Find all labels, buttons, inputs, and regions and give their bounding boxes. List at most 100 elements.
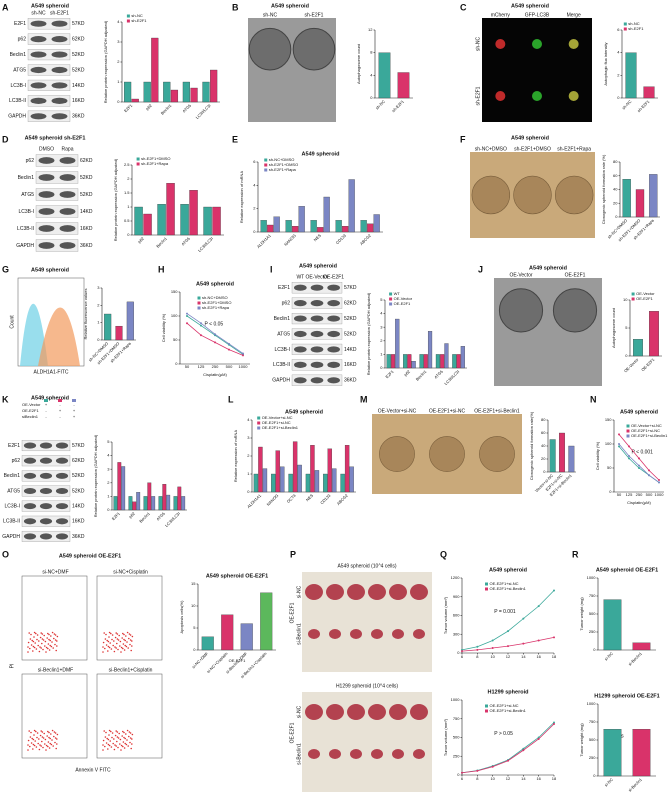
y-tick-label: 60 (541, 430, 546, 435)
histogram (38, 307, 80, 366)
tumor (410, 704, 428, 720)
size-label: 52KD (72, 67, 85, 73)
protein-label: p62 (18, 36, 27, 42)
panel-letter: N (590, 394, 597, 404)
panel-letter: B (232, 2, 239, 12)
x-tick-label: p62 (128, 510, 137, 519)
column-label: sh-NC (31, 10, 46, 16)
image-x-label: ALDH1A1-FITC (33, 369, 68, 375)
point (461, 650, 463, 653)
protein-label: ATG5 (7, 488, 20, 494)
flow-dot (122, 741, 125, 743)
panel-title: A549 spheroid (31, 267, 69, 273)
bar (452, 354, 457, 369)
flow-dot (129, 643, 131, 646)
tumor-photo (302, 692, 432, 792)
blot-band (294, 377, 307, 384)
bar (240, 623, 253, 651)
flow-dot (113, 650, 116, 653)
size-label: 57KD (72, 443, 85, 449)
bar (460, 346, 465, 369)
tumor (371, 629, 383, 639)
y-tick-label: 600 (453, 613, 460, 618)
legend-swatch (485, 587, 488, 591)
bar (332, 468, 337, 493)
flow-dot (34, 740, 36, 742)
y-tick-label: 1.5 (124, 190, 130, 195)
point (537, 605, 540, 608)
flow-dot (51, 729, 54, 732)
flow-dot (114, 636, 117, 639)
legend-swatch (44, 399, 48, 402)
protein-label: Beclin1 (10, 52, 27, 58)
y-tick-label: 250 (453, 753, 460, 758)
blot-band (294, 361, 307, 368)
point (200, 324, 202, 327)
flow-dot (48, 736, 50, 739)
flow-dot (103, 730, 105, 732)
flow-dot (110, 746, 113, 748)
y-tick-label: 50 (607, 465, 612, 470)
legend-label: sh-E2F1+DMSO (269, 162, 298, 167)
y-tick-label: 250 (589, 755, 596, 760)
size-label: 52KD (80, 175, 93, 181)
point (628, 445, 630, 448)
legend-label: OE-E2F1+si-Beclin1 (262, 425, 299, 430)
bar (411, 361, 416, 369)
line (461, 722, 555, 774)
y-axis-label: Cell viability (%) (161, 313, 166, 342)
panel-title: A549 spheroid (511, 135, 549, 141)
y-tick-label: 20 (541, 456, 546, 461)
blot-band (23, 518, 37, 525)
tumor (305, 704, 323, 720)
point (638, 457, 640, 460)
point (461, 771, 463, 774)
size-label: 14KD (80, 209, 93, 215)
bar (280, 466, 285, 493)
y-tick-label: 2 (117, 59, 120, 64)
point (242, 352, 244, 355)
flow-dot (54, 634, 57, 636)
flow-dot (32, 748, 34, 750)
image-y-label: Count (9, 315, 15, 329)
x-tick-label: NES (313, 233, 323, 243)
size-label: 16KD (72, 98, 85, 104)
y-tick-label: 300 (453, 631, 460, 636)
legend-swatch (197, 301, 201, 305)
legend-swatch (257, 426, 261, 430)
y-tick-label: 3 (380, 324, 383, 329)
flow-dot (32, 743, 35, 746)
legend-swatch (485, 582, 488, 586)
x-tick-label: 250 (636, 492, 643, 497)
row-label: si-NC (296, 705, 302, 718)
bar (147, 482, 152, 511)
annotation: P > 0.05 (494, 731, 513, 737)
protein-label: LC3B-I (18, 209, 34, 215)
point (507, 759, 509, 762)
y-tick-label: 20 (613, 200, 618, 205)
flow-dot (27, 739, 30, 742)
flow-dot (49, 742, 51, 745)
y-tick-label: 0 (625, 353, 628, 358)
flow-dot (122, 730, 124, 733)
blot-band (30, 51, 47, 58)
chart-title: A549 spheroid (285, 409, 323, 415)
blot-band (39, 518, 53, 525)
flow-dot (36, 638, 38, 641)
y-axis-label: Relative protein expression (GAPDH adjus… (113, 158, 118, 241)
y-tick-label: 3 (97, 285, 100, 290)
flow-dot (105, 731, 107, 734)
size-label: 52KD (344, 331, 357, 337)
flow-dot (106, 639, 108, 642)
flow-dot (124, 737, 126, 740)
bar (126, 301, 134, 341)
legend-label: sh-E2F1 (628, 26, 644, 31)
y-tick-label: 0 (457, 650, 460, 655)
bar (367, 223, 374, 233)
bar (549, 439, 556, 473)
flow-dot (104, 638, 107, 640)
flow-dot (109, 740, 111, 742)
y-axis-label: Cell viability (%) (595, 441, 600, 470)
flow-dot (44, 738, 47, 741)
bar (317, 227, 324, 233)
